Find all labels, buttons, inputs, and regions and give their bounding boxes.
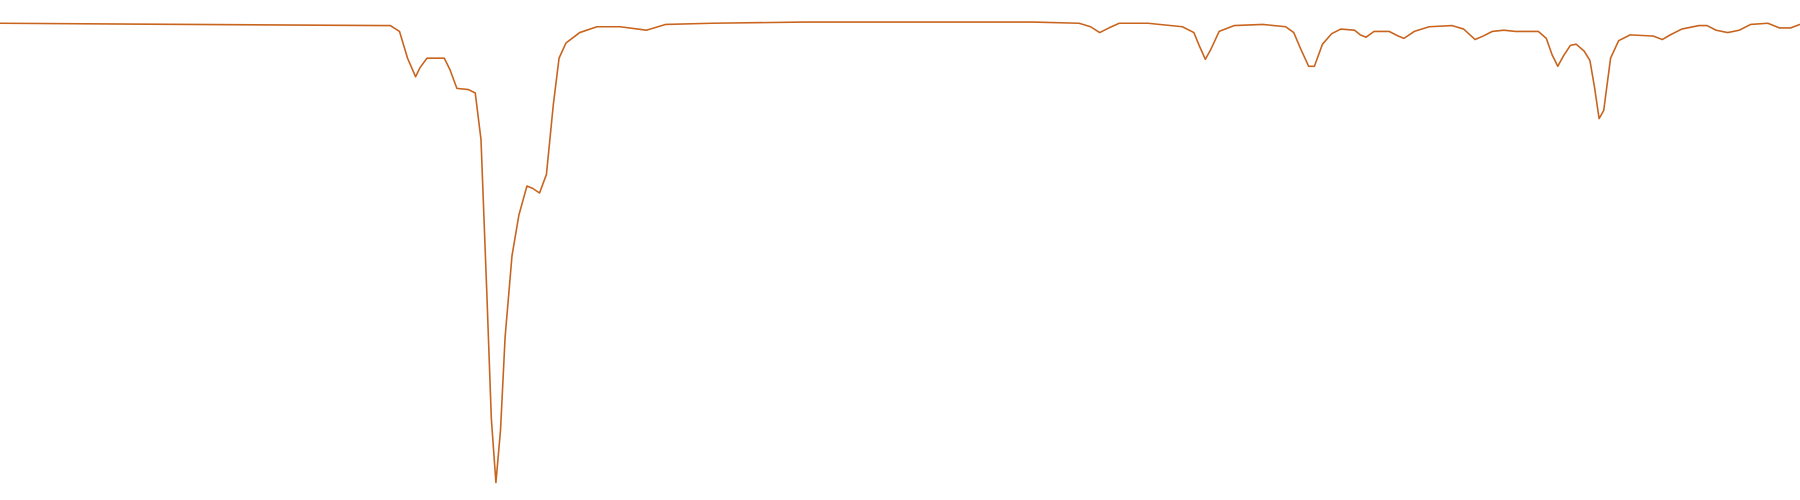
data-line <box>0 21 1800 484</box>
